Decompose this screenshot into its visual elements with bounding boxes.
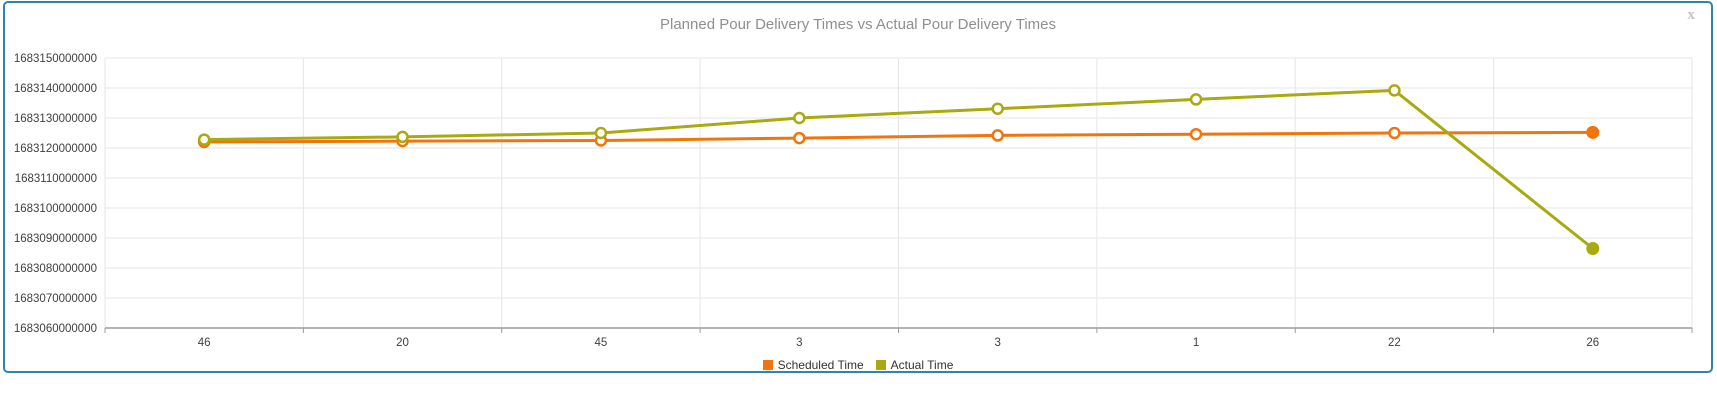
y-axis-tick-label: 1683100000000 (14, 203, 97, 215)
y-axis-tick-label: 1683110000000 (15, 173, 97, 185)
data-point-actual-time-1[interactable] (396, 130, 409, 144)
legend-label-actual-time: Actual Time (890, 358, 954, 372)
x-axis-tick-label: 3 (994, 337, 1000, 349)
data-point-scheduled-time-7[interactable] (1586, 125, 1600, 139)
x-axis-tick-label: 20 (396, 337, 409, 349)
x-axis-tick-label: 45 (595, 337, 608, 349)
data-point-actual-time-7[interactable] (1586, 242, 1600, 255)
data-point-actual-time-0[interactable] (197, 133, 211, 146)
y-axis-tick-label: 1683080000000 (14, 263, 97, 275)
data-point-actual-time-4[interactable] (991, 102, 1004, 115)
actual-time-line (204, 88, 1594, 250)
data-point-actual-time-5[interactable] (1189, 93, 1203, 106)
x-axis-tick-label: 46 (198, 337, 211, 349)
x-axis-tick-label: 26 (1586, 337, 1599, 349)
y-axis-tick-label: 1683060000000 (14, 323, 97, 335)
data-point-scheduled-time-6[interactable] (1388, 126, 1401, 140)
x-axis-tick-label: 3 (796, 337, 802, 349)
y-axis-tick-label: 1683090000000 (14, 233, 97, 245)
chart-panel: x Planned Pour Delivery Times vs Actual … (3, 1, 1713, 373)
scheduled-time-line (204, 130, 1593, 144)
close-icon[interactable]: x (1687, 7, 1696, 23)
data-point-scheduled-time-5[interactable] (1189, 127, 1203, 141)
legend-item-actual-time[interactable]: Actual Time (875, 358, 954, 372)
line-chart-canvas: 1683150000000 1683140000000 1683130000000 1… (14, 53, 1693, 349)
y-axis-tick-label: 1683130000000 (14, 113, 97, 125)
data-point-scheduled-time-3[interactable] (793, 131, 806, 145)
data-point-actual-time-3[interactable] (793, 111, 806, 125)
y-axis-tick-label: 1683070000000 (14, 293, 97, 305)
data-point-scheduled-time-4[interactable] (991, 129, 1004, 142)
legend-label-scheduled-time: Scheduled Time (777, 358, 864, 372)
x-axis-tick-label: 22 (1388, 337, 1401, 349)
y-axis-tick-label: 1683150000000 (14, 53, 97, 65)
y-axis-tick-label: 1683140000000 (14, 83, 97, 95)
legend-item-scheduled-time[interactable]: Scheduled Time (762, 358, 864, 372)
y-axis-tick-label: 1683120000000 (14, 143, 97, 155)
legend-swatch-scheduled-time (762, 360, 773, 370)
x-axis-tick-label: 1 (1193, 337, 1199, 349)
data-point-actual-time-2[interactable] (594, 126, 608, 140)
chart-legend: Scheduled Time Actual Time (5, 357, 1711, 373)
data-point-actual-time-6[interactable] (1388, 84, 1401, 97)
legend-swatch-actual-time (875, 360, 886, 370)
